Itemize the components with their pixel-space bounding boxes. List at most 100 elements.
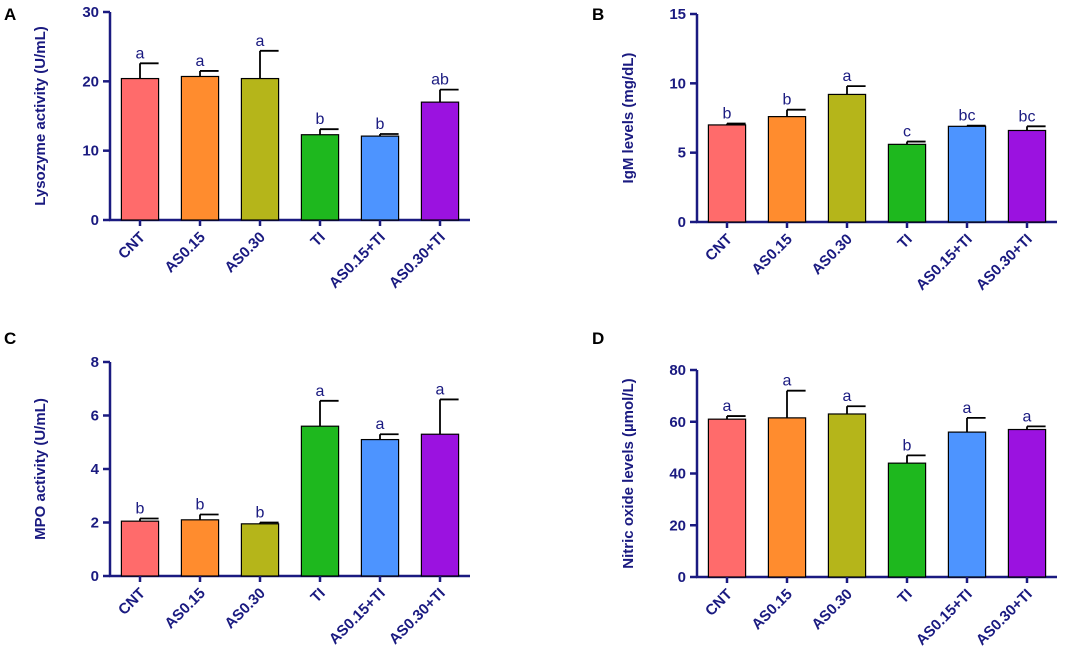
y-tick-label: 8 bbox=[91, 354, 99, 371]
bar-as0-30-ti bbox=[420, 433, 460, 577]
x-tick-label: AS0.15 bbox=[748, 586, 795, 633]
x-tick-label: CNT bbox=[702, 231, 736, 265]
bar-cnt bbox=[707, 418, 747, 578]
x-tick-label: AS0.30+TI bbox=[973, 231, 1036, 294]
bar-cnt bbox=[120, 520, 160, 577]
bar-as0-15 bbox=[180, 75, 220, 221]
bar-as0-30-ti bbox=[1007, 428, 1047, 578]
significance-letter: bc bbox=[959, 108, 976, 125]
bar-as0-15 bbox=[767, 116, 807, 223]
significance-letter: a bbox=[316, 383, 325, 400]
x-tick-label: AS0.15 bbox=[748, 231, 795, 278]
y-tick-label: 15 bbox=[669, 6, 686, 23]
bar-ti bbox=[887, 462, 927, 578]
significance-letter: a bbox=[843, 388, 852, 405]
y-tick-label: 0 bbox=[91, 212, 99, 229]
x-tick-label: TI bbox=[307, 585, 328, 606]
y-axis-label: MPO activity (U/mL) bbox=[32, 398, 49, 540]
significance-letter: a bbox=[1023, 408, 1032, 425]
x-tick-label: AS0.15+TI bbox=[913, 231, 976, 294]
bar-cnt bbox=[707, 124, 747, 223]
bar-as0-30 bbox=[827, 413, 867, 578]
significance-letter: a bbox=[136, 45, 145, 62]
x-tick-label: TI bbox=[894, 231, 915, 252]
significance-letter: a bbox=[963, 400, 972, 417]
significance-letter: a bbox=[376, 416, 385, 433]
significance-letter: b bbox=[903, 437, 912, 454]
significance-letter: b bbox=[723, 106, 732, 123]
x-tick-label: AS0.30 bbox=[221, 585, 268, 632]
y-axis-label: Nitric oxide levels (µmol/L) bbox=[620, 378, 637, 568]
chart-panel-d: D Nitric oxide levels (µmol/L) 0 20 40 60 80 a C… bbox=[592, 329, 1057, 649]
y-tick-label: 30 bbox=[82, 4, 99, 21]
bar-as0-15-ti bbox=[360, 438, 400, 577]
significance-letter: a bbox=[783, 373, 792, 390]
y-tick-label: 60 bbox=[669, 414, 686, 431]
bar-as0-15-ti bbox=[947, 431, 987, 578]
y-tick-label: 2 bbox=[91, 515, 99, 532]
bar-as0-30 bbox=[240, 523, 280, 577]
y-tick-label: 20 bbox=[82, 73, 99, 90]
y-tick-label: 4 bbox=[91, 461, 100, 478]
significance-letter: bc bbox=[1019, 108, 1036, 125]
significance-letter: b bbox=[316, 111, 325, 128]
x-tick-label: AS0.15+TI bbox=[913, 586, 976, 649]
x-tick-label: TI bbox=[307, 229, 328, 250]
significance-letter: a bbox=[196, 53, 205, 70]
chart-panel-a: A Lysozyme activity (U/mL) 0 10 20 30 a CNT a AS0… bbox=[4, 4, 470, 292]
x-tick-label: AS0.15 bbox=[161, 585, 208, 632]
bar-cnt bbox=[120, 77, 160, 221]
panel-letter: A bbox=[4, 5, 16, 24]
significance-letter: a bbox=[436, 381, 445, 398]
bar-as0-30-ti bbox=[420, 101, 460, 221]
y-tick-label: 20 bbox=[669, 517, 686, 534]
x-tick-label: CNT bbox=[115, 585, 149, 619]
y-tick-label: 80 bbox=[669, 362, 686, 379]
chart-panel-c: C MPO activity (U/mL) 0 2 4 6 8 b CNT b AS0.15 b AS0… bbox=[4, 329, 470, 648]
significance-letter: a bbox=[723, 398, 732, 415]
x-tick-label: AS0.30 bbox=[221, 229, 268, 276]
significance-letter: b bbox=[783, 92, 792, 109]
y-tick-label: 0 bbox=[678, 569, 686, 586]
bar-as0-15-ti bbox=[947, 125, 987, 223]
x-tick-label: AS0.15 bbox=[161, 229, 208, 276]
x-tick-label: TI bbox=[894, 586, 915, 607]
bar-as0-15 bbox=[767, 417, 807, 578]
x-tick-label: AS0.15+TI bbox=[326, 229, 389, 292]
x-tick-label: AS0.30 bbox=[808, 231, 855, 278]
y-tick-label: 10 bbox=[669, 75, 686, 92]
panel-letter: D bbox=[592, 329, 604, 348]
x-tick-label: AS0.30+TI bbox=[386, 585, 449, 648]
y-tick-label: 10 bbox=[82, 143, 99, 160]
bar-as0-30 bbox=[827, 93, 867, 223]
significance-letter: b bbox=[136, 500, 145, 517]
panel-letter: B bbox=[592, 5, 604, 24]
significance-letter: a bbox=[256, 33, 265, 50]
y-axis-label: IgM levels (mg/dL) bbox=[620, 53, 637, 184]
significance-letter: ab bbox=[431, 72, 449, 89]
bar-ti bbox=[887, 143, 927, 223]
bar-as0-30 bbox=[240, 77, 280, 221]
y-tick-label: 40 bbox=[669, 466, 686, 483]
x-tick-label: AS0.30+TI bbox=[386, 229, 449, 292]
significance-letter: a bbox=[843, 68, 852, 85]
x-tick-label: CNT bbox=[115, 229, 149, 263]
bar-as0-15 bbox=[180, 519, 220, 577]
y-tick-label: 0 bbox=[91, 568, 99, 585]
y-tick-label: 5 bbox=[678, 145, 686, 162]
x-tick-label: CNT bbox=[702, 586, 736, 620]
bar-ti bbox=[300, 134, 340, 221]
x-tick-label: AS0.15+TI bbox=[326, 585, 389, 648]
bar-as0-30-ti bbox=[1007, 129, 1047, 223]
significance-letter: b bbox=[256, 505, 265, 522]
y-tick-label: 0 bbox=[678, 214, 686, 231]
x-tick-label: AS0.30+TI bbox=[973, 586, 1036, 649]
significance-letter: b bbox=[196, 496, 205, 513]
y-tick-label: 6 bbox=[91, 408, 99, 425]
chart-panel-b: B IgM levels (mg/dL) 0 5 10 15 b CNT b AS0.15 a AS0… bbox=[592, 5, 1057, 294]
bar-ti bbox=[300, 425, 340, 577]
significance-letter: c bbox=[903, 124, 911, 141]
bar-as0-15-ti bbox=[360, 135, 400, 221]
x-tick-label: AS0.30 bbox=[808, 586, 855, 633]
